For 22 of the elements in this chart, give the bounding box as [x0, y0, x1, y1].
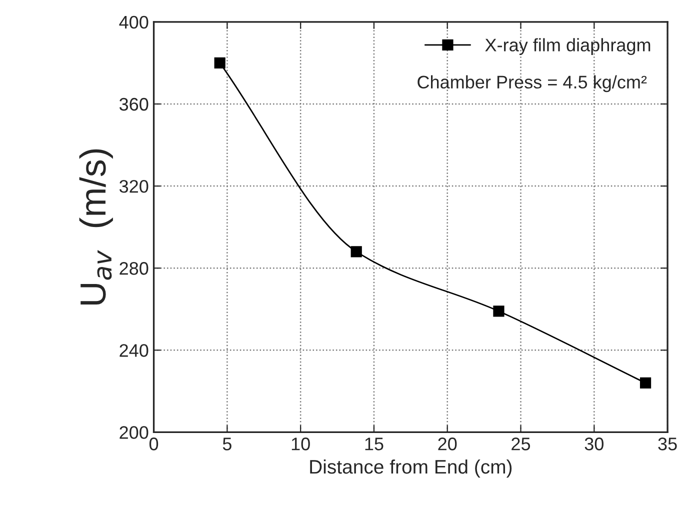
point [640, 377, 652, 389]
y-tick-label: 360 [119, 98, 148, 111]
x-tick-label: 15 [365, 438, 384, 450]
legend-label: X-ray film diaphragm [485, 38, 650, 56]
x-tick-label: 25 [512, 438, 530, 450]
x-tick-label: 5 [222, 438, 232, 450]
y-tick-label: 400 [119, 16, 148, 29]
x-tick-label: 20 [438, 438, 457, 450]
x-tick-label: 35 [658, 438, 677, 450]
y-tick-label: 280 [120, 262, 148, 275]
point [493, 306, 504, 317]
annotation: Chamber Press = 4.5 kg/cm² [418, 75, 647, 92]
point [214, 57, 226, 69]
x-tick-label: 30 [584, 438, 604, 450]
y-tick-label: 240 [120, 344, 148, 357]
x-tick-label: 0 [149, 438, 158, 450]
y-axis-title: U$_{av}$ (m/s) [79, 149, 113, 304]
point [350, 246, 362, 258]
x-axis-title: Distance from End (cm) [310, 459, 512, 478]
y-tick-label: 320 [119, 180, 148, 193]
y-tick-label: 200 [120, 426, 148, 439]
x-tick-label: 10 [292, 438, 310, 450]
